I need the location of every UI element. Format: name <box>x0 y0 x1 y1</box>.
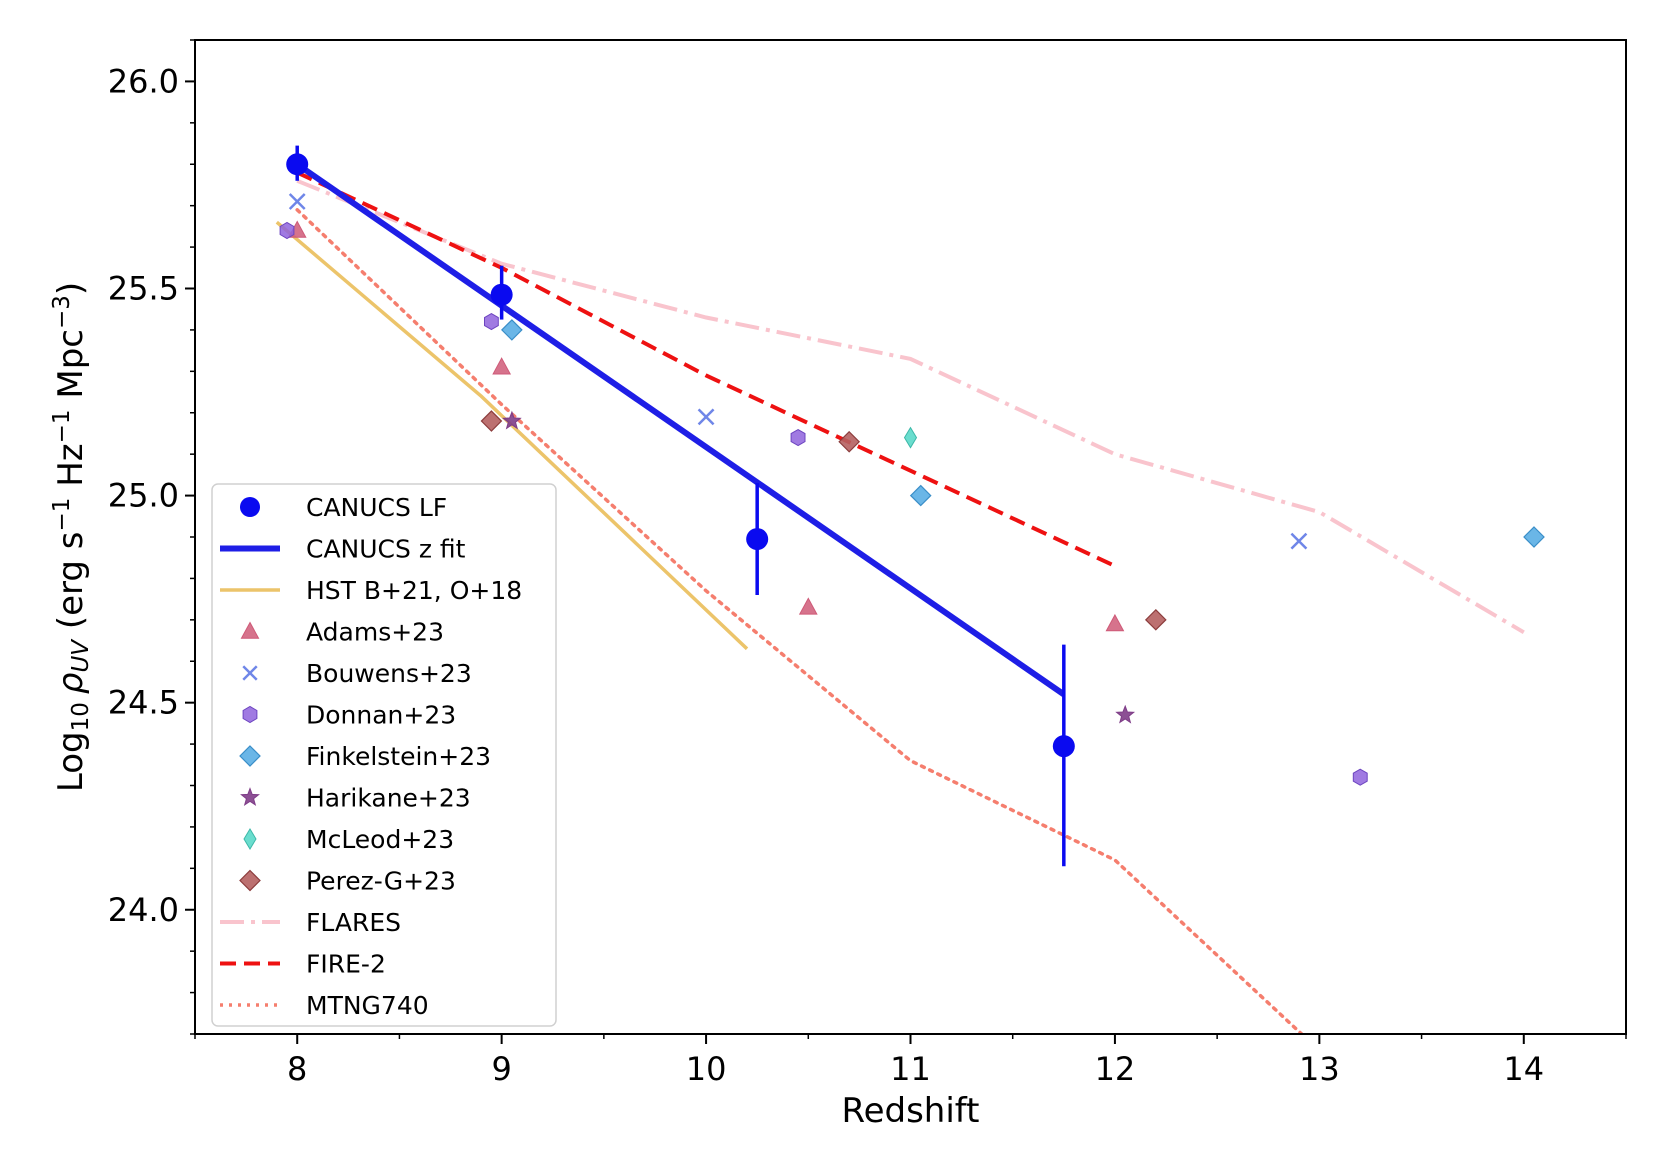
legend-canucs-lf-label: CANUCS LF <box>306 493 447 522</box>
series-markers <box>279 145 1545 867</box>
y-tick-label: 24.0 <box>108 891 179 929</box>
legend-harikane-23-label: Harikane+23 <box>306 784 471 813</box>
point-bouwens-23-1 <box>697 408 715 426</box>
point-finkelstein-23-2 <box>1523 526 1545 548</box>
legend-adams-23-label: Adams+23 <box>306 618 444 647</box>
point-perez-g-23-2 <box>1144 608 1167 631</box>
point-adams-23-3 <box>1105 613 1125 632</box>
point-harikane-23-0 <box>501 410 522 430</box>
x-tick-label: 11 <box>890 1050 931 1088</box>
point-bouwens-23-2-stroke-b <box>1290 532 1308 550</box>
x-tick-label: 14 <box>1503 1050 1544 1088</box>
y-axis-label: Log10ρUV (erg s−1 Hz−1 Mpc−3) <box>49 282 94 792</box>
y-label-exp2: −1 <box>49 409 75 443</box>
point-canucs-lf-2 <box>746 528 769 551</box>
point-adams-23-2 <box>798 597 818 615</box>
point-canucs-lf-1 <box>490 283 513 306</box>
axes: 8 9 10 11 12 13 14 24.0 24.5 25.0 25.5 26.0 <box>108 39 1627 1088</box>
line-hst-b-21-o-18 <box>275 220 749 651</box>
point-donnan-23-1 <box>484 313 499 331</box>
y-label-units-b: Hz <box>51 443 91 497</box>
legend-flares-label: FLARES <box>306 908 401 937</box>
x-tick-label: 10 <box>686 1050 727 1088</box>
point-bouwens-23-0-stroke-b <box>288 193 306 210</box>
legend-mcleod-23-label: McLeod+23 <box>306 825 454 854</box>
y-tick-label: 25.0 <box>108 477 179 515</box>
series-lines <box>275 161 1525 1034</box>
legend-canucs-lf-handle <box>240 497 260 517</box>
point-mcleod-23-0 <box>903 426 918 449</box>
legend-bouwens-23-handle <box>242 665 258 681</box>
legend-finkelstein-23-handle <box>239 745 261 767</box>
line-fire-2 <box>296 170 1116 568</box>
y-tick-label: 24.5 <box>108 684 179 722</box>
y-label-log-sub: 10 <box>68 702 94 731</box>
legend-box <box>211 483 557 1027</box>
point-perez-g-23-0 <box>480 410 503 432</box>
legend-mcleod-23-handle <box>243 828 257 850</box>
legend-adams-23-handle <box>240 621 260 639</box>
point-canucs-lf-3 <box>1052 735 1075 758</box>
line-flares <box>296 178 1525 635</box>
legend-mtng740-label: MTNG740 <box>306 991 429 1020</box>
y-label-units-a: (erg s <box>51 531 91 639</box>
point-adams-23-1 <box>492 357 512 375</box>
point-bouwens-23-1-stroke-b <box>697 408 715 426</box>
legend-canucs-z-fit-label: CANUCS z fit <box>306 535 466 564</box>
y-label-rho-sub: UV <box>68 638 94 673</box>
legend-fire-2-label: FIRE-2 <box>306 950 386 979</box>
point-finkelstein-23-1 <box>909 484 932 507</box>
legend: CANUCS LF CANUCS z fit HST B+21, O+18 Adams… <box>211 483 557 1027</box>
x-axis-label: Redshift <box>841 1091 979 1131</box>
point-canucs-lf-0 <box>286 153 309 176</box>
legend-donnan-23-label: Donnan+23 <box>306 701 456 730</box>
legend-perez-g-23-label: Perez-G+23 <box>306 867 456 896</box>
legend-perez-g-23-handle <box>239 869 261 892</box>
y-label-exp3: −3 <box>49 295 75 329</box>
point-perez-g-23-1 <box>838 430 861 453</box>
legend-harikane-23-handle <box>240 787 260 806</box>
line-mtng740 <box>295 208 1305 1034</box>
legend-donnan-23-handle <box>242 705 258 724</box>
y-label-rho: ρ <box>51 672 91 694</box>
y-tick-label: 26.0 <box>108 62 179 100</box>
legend-finkelstein-23-label: Finkelstein+23 <box>306 742 491 771</box>
y-label-units-c: Mpc <box>51 329 91 409</box>
legend-bouwens-23-handle-stroke-b <box>242 665 258 681</box>
point-donnan-23-2 <box>790 429 806 447</box>
line-canucs-z-fit <box>295 161 1066 697</box>
point-donnan-23-3 <box>1352 768 1368 786</box>
x-tick-label: 13 <box>1299 1050 1340 1088</box>
y-label-log: Log <box>51 731 91 792</box>
point-bouwens-23-0 <box>288 193 306 210</box>
legend-bouwens-23-label: Bouwens+23 <box>306 659 472 688</box>
x-tick-label: 12 <box>1095 1050 1136 1088</box>
y-label-exp1: −1 <box>49 498 75 532</box>
point-donnan-23-0 <box>279 221 295 240</box>
y-tick-label: 25.5 <box>108 270 179 308</box>
x-tick-label: 8 <box>287 1050 307 1088</box>
legend-hst-b-21-o-18-label: HST B+21, O+18 <box>306 576 522 605</box>
x-tick-label: 9 <box>491 1050 511 1088</box>
y-label-units-d: ) <box>51 282 91 295</box>
point-finkelstein-23-0 <box>501 319 523 341</box>
point-harikane-23-1 <box>1115 704 1136 724</box>
point-bouwens-23-2 <box>1290 532 1308 550</box>
